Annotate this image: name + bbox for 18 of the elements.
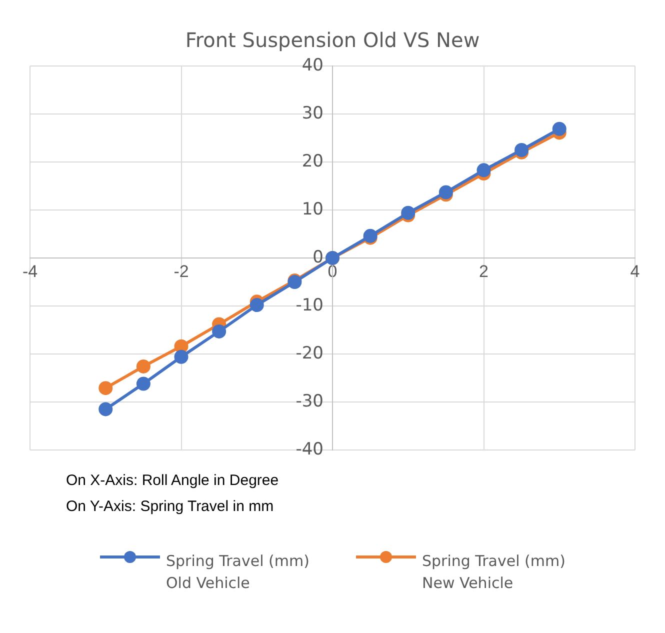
y-tick-label: 30 [302,103,324,124]
y-tick-label: -40 [296,439,324,460]
y-tick-label: 40 [302,55,324,76]
y-tick-label: -20 [296,343,324,364]
text: On Y-Axis: Spring Travel in mm [66,497,275,517]
y-tick-label: -10 [296,295,324,316]
y-tick-label: 20 [302,151,324,172]
text: On X-Axis: Roll Angle in Degree [66,471,279,491]
y-tick-label: -30 [296,391,324,412]
x-tick-label: 4 [630,262,640,281]
x-tick-label: -4 [22,262,38,281]
x-tick-label: 2 [479,262,488,281]
x-tick-label: -2 [174,262,189,281]
chart-title: Front Suspension Old VS New [185,28,480,52]
legend-label: Spring Travel (mm) Old Vehicle [166,551,310,594]
y-tick-label: 0 [312,247,324,268]
legend-label: Spring Travel (mm) New Vehicle [422,551,566,594]
y-tick-label: 10 [302,199,324,220]
